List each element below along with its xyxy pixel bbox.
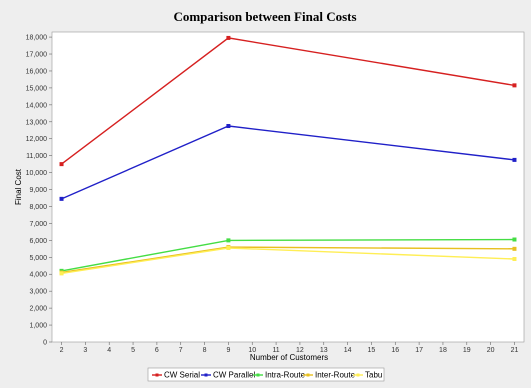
x-tick-label: 8: [203, 347, 207, 354]
x-tick-label: 16: [391, 347, 399, 354]
data-point-cw-serial: [59, 162, 64, 167]
legend-label-tabu: Tabu: [365, 371, 382, 380]
legend-marker-intra-route: [256, 373, 260, 377]
x-tick-label: 13: [320, 347, 328, 354]
y-tick-label: 5,000: [29, 255, 47, 262]
x-tick-label: 15: [368, 347, 376, 354]
legend-label-inter-route: Inter-Route: [315, 371, 356, 380]
data-point-cw-parallel: [226, 124, 231, 129]
y-tick-label: 18,000: [26, 35, 48, 42]
data-point-cw-serial: [512, 83, 517, 88]
x-tick-label: 19: [463, 347, 471, 354]
y-axis-title: Final Cost: [14, 168, 23, 205]
y-tick-label: 11,000: [26, 153, 47, 160]
x-tick-label: 10: [248, 347, 256, 354]
data-point-intra-route: [226, 238, 231, 243]
x-tick-label: 3: [83, 347, 87, 354]
data-point-cw-parallel: [59, 196, 64, 201]
y-tick-label: 4,000: [29, 272, 47, 279]
y-tick-label: 3,000: [29, 289, 47, 296]
legend-marker-tabu: [356, 373, 360, 377]
x-tick-label: 5: [131, 347, 135, 354]
y-tick-label: 14,000: [26, 102, 48, 109]
x-tick-label: 14: [344, 347, 352, 354]
x-tick-label: 7: [179, 347, 183, 354]
y-tick-label: 16,000: [26, 68, 48, 75]
series-layer: [59, 35, 517, 276]
legend-label-intra-route: Intra-Route: [265, 371, 306, 380]
x-tick-label: 11: [272, 347, 279, 354]
x-tick-label: 18: [439, 347, 447, 354]
data-point-tabu: [226, 245, 231, 250]
x-tick-label: 17: [415, 347, 423, 354]
data-point-tabu: [512, 256, 517, 261]
legend-marker-inter-route: [306, 373, 310, 377]
legend-marker-cw-serial: [155, 373, 159, 377]
y-tick-label: 13,000: [26, 119, 48, 126]
y-tick-label: 10,000: [26, 170, 48, 177]
data-point-cw-parallel: [512, 157, 517, 162]
legend-label-cw-parallel: CW Parallel: [213, 371, 255, 380]
plot-area: [51, 31, 525, 343]
y-tick-label: 9,000: [29, 187, 47, 194]
y-tick-label: 12,000: [26, 136, 48, 143]
data-point-tabu: [59, 271, 64, 276]
y-tick-label: 0: [43, 340, 47, 347]
x-tick-label: 12: [296, 347, 304, 354]
legend-label-cw-serial: CW Serial: [164, 371, 200, 380]
y-tick-label: 1,000: [29, 323, 47, 330]
x-tick-label: 4: [107, 347, 111, 354]
x-axis: 2 3 4 5 6 7 8 9 10 11 12 13 14 15 16 17 18 19 20 21: [60, 342, 519, 354]
y-tick-label: 6,000: [29, 238, 47, 245]
y-axis: 0 1,000 2,000 3,000 4,000 5,000 6,000 7,000 8,00…: [26, 35, 52, 347]
x-tick-label: 21: [511, 347, 519, 354]
x-tick-label: 20: [487, 347, 495, 354]
x-tick-label: 9: [226, 347, 230, 354]
y-tick-label: 15,000: [26, 85, 48, 92]
legend-box: [147, 367, 385, 382]
y-tick-label: 7,000: [29, 221, 47, 228]
data-point-intra-route: [512, 237, 517, 242]
x-tick-label: 6: [155, 347, 159, 354]
y-tick-label: 2,000: [29, 306, 47, 313]
data-point-inter-route: [512, 246, 517, 251]
y-tick-label: 8,000: [29, 204, 47, 211]
chart-title: Comparison between Final Costs: [173, 9, 356, 24]
data-point-cw-serial: [226, 35, 231, 40]
legend: CW Serial CW Parallel Intra-Route Inter-Rou…: [152, 371, 382, 380]
x-tick-label: 2: [60, 347, 64, 354]
x-axis-title: Number of Customers: [250, 353, 328, 362]
y-tick-label: 17,000: [26, 52, 48, 59]
legend-marker-cw-parallel: [204, 373, 208, 377]
